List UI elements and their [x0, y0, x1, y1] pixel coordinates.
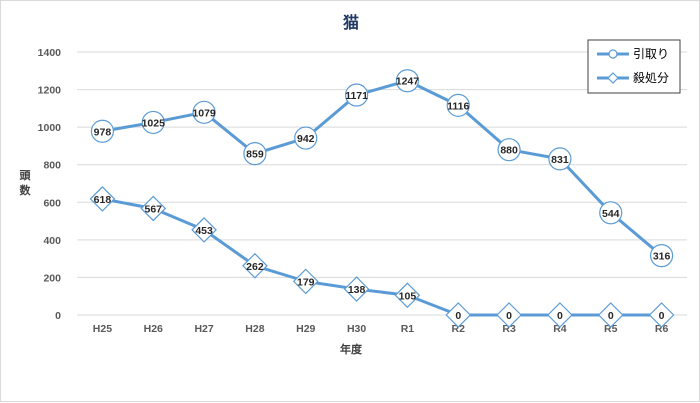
data-point-diamond [89, 186, 116, 212]
data-label: 0 [659, 310, 665, 322]
series-2: 618 567 453 262 179 138 105 0 0 0 0 0 [89, 186, 675, 328]
data-point-circle [649, 244, 674, 268]
data-point-circle [141, 110, 165, 135]
x-tick-label: H30 [347, 323, 366, 335]
x-tick-label: H27 [194, 323, 213, 335]
x-tick-label: H26 [144, 323, 163, 335]
series-1: 978 1025 1079 859 942 1171 1247 1116 880 831 544 31… [90, 69, 674, 268]
y-tick-label: 600 [43, 197, 61, 209]
data-point-diamond [242, 252, 268, 279]
x-tick-label: H25 [93, 323, 112, 335]
x-tick-label: R6 [655, 323, 669, 335]
data-point-circle [548, 147, 572, 171]
y-tick-label: 1200 [38, 85, 62, 97]
data-label: 1116 [447, 100, 469, 112]
data-label: 1171 [345, 90, 368, 102]
data-label: 567 [144, 203, 162, 215]
data-point-circle [497, 138, 521, 162]
data-label: 262 [246, 261, 264, 273]
x-tick-label: R1 [401, 323, 415, 335]
data-label: 1079 [192, 107, 216, 119]
data-label: 0 [608, 310, 614, 322]
data-label: 1247 [396, 76, 420, 88]
x-tick-label: R2 [452, 323, 466, 335]
series-group: 978 1025 1079 859 942 1171 1247 1116 880 831 544 31… [89, 69, 675, 328]
data-point-circle [294, 126, 318, 150]
y-tick-label: 200 [43, 272, 61, 284]
data-label: 316 [653, 251, 671, 263]
data-label: 978 [94, 126, 112, 138]
data-point-diamond [445, 302, 472, 328]
y-tick-label: 400 [43, 235, 61, 247]
data-point-circle [90, 119, 115, 143]
y-tick-label: 800 [43, 160, 61, 172]
data-point-diamond [394, 282, 421, 309]
data-label: 179 [297, 276, 315, 288]
y-tick-label: 1000 [38, 122, 62, 134]
gridlines [77, 51, 687, 316]
legend-box [587, 39, 681, 94]
data-point-diamond [547, 302, 573, 328]
x-tick-label: R4 [553, 323, 567, 335]
x-tick-label: R3 [502, 323, 516, 335]
data-point-circle [599, 201, 623, 225]
data-point-diamond [292, 268, 319, 295]
y-axis-ticks: 0 200 400 600 800 1000 1200 1400 [38, 47, 62, 322]
x-tick-label: H29 [296, 323, 315, 335]
data-point-diamond [343, 276, 370, 302]
data-point-circle [395, 69, 420, 93]
legend-circle-marker [608, 49, 618, 59]
data-point-diamond [191, 217, 217, 243]
y-axis-title: 頭数 [20, 169, 32, 197]
data-label: 618 [94, 194, 112, 206]
y-tick-label: 1400 [38, 47, 62, 59]
data-point-diamond [496, 302, 522, 328]
data-label: 105 [399, 290, 417, 302]
data-label: 453 [195, 225, 213, 237]
data-point-diamond [140, 195, 167, 222]
data-point-diamond [648, 302, 675, 328]
data-label: 880 [500, 145, 518, 157]
data-point-circle [243, 142, 267, 166]
data-point-diamond [597, 302, 624, 328]
series-line [102, 79, 663, 257]
data-label: 831 [551, 154, 569, 166]
data-label: 0 [557, 310, 563, 322]
x-tick-label: R5 [604, 323, 618, 335]
data-point-circle [192, 100, 216, 124]
x-axis-title: 年度 [340, 342, 363, 356]
legend-label: 殺処分 [633, 71, 669, 85]
data-point-circle [446, 93, 470, 117]
chart-title: 猫 [343, 13, 359, 32]
data-label: 138 [348, 284, 366, 296]
data-label: 0 [506, 310, 512, 322]
data-label: 1025 [142, 117, 166, 129]
y-tick-label: 0 [55, 310, 61, 322]
data-label: 859 [246, 149, 264, 161]
data-point-circle [344, 83, 369, 107]
data-label: 544 [602, 208, 620, 220]
data-label: 0 [455, 310, 461, 322]
legend-label: 引取り [633, 47, 669, 61]
legend-diamond-marker [607, 72, 619, 84]
x-axis-ticks: H25 H26 H27 H28 H29 H30 R1 R2 R3 R4 R5 R6 [93, 323, 669, 335]
data-label: 942 [297, 133, 315, 145]
series-line [102, 197, 662, 317]
x-tick-label: H28 [245, 323, 264, 335]
